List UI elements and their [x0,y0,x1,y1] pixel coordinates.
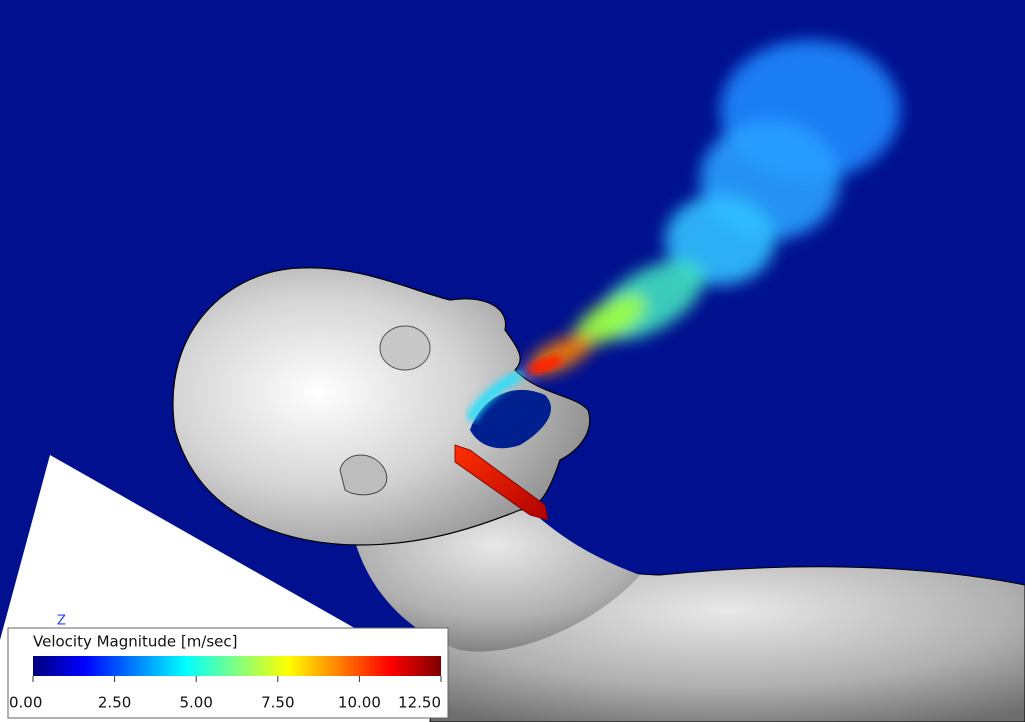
tick-label: 5.00 [179,694,212,712]
tick-label: 0.00 [9,694,42,712]
tick-label: 10.00 [338,694,381,712]
tick-label: 2.50 [98,694,131,712]
eye [380,326,430,370]
tick-label: 12.50 [398,694,441,712]
simulation-view: Z Velocity Magnitude [m/sec] 0.00 2.50 5.0… [0,0,1025,722]
tick-label: 7.50 [261,694,294,712]
colorbar [33,656,441,676]
colorbar-legend: Velocity Magnitude [m/sec] 0.00 2.50 5.00 7… [8,628,448,718]
colorbar-title: Velocity Magnitude [m/sec] [33,633,238,651]
axis-label: Z [57,614,66,629]
